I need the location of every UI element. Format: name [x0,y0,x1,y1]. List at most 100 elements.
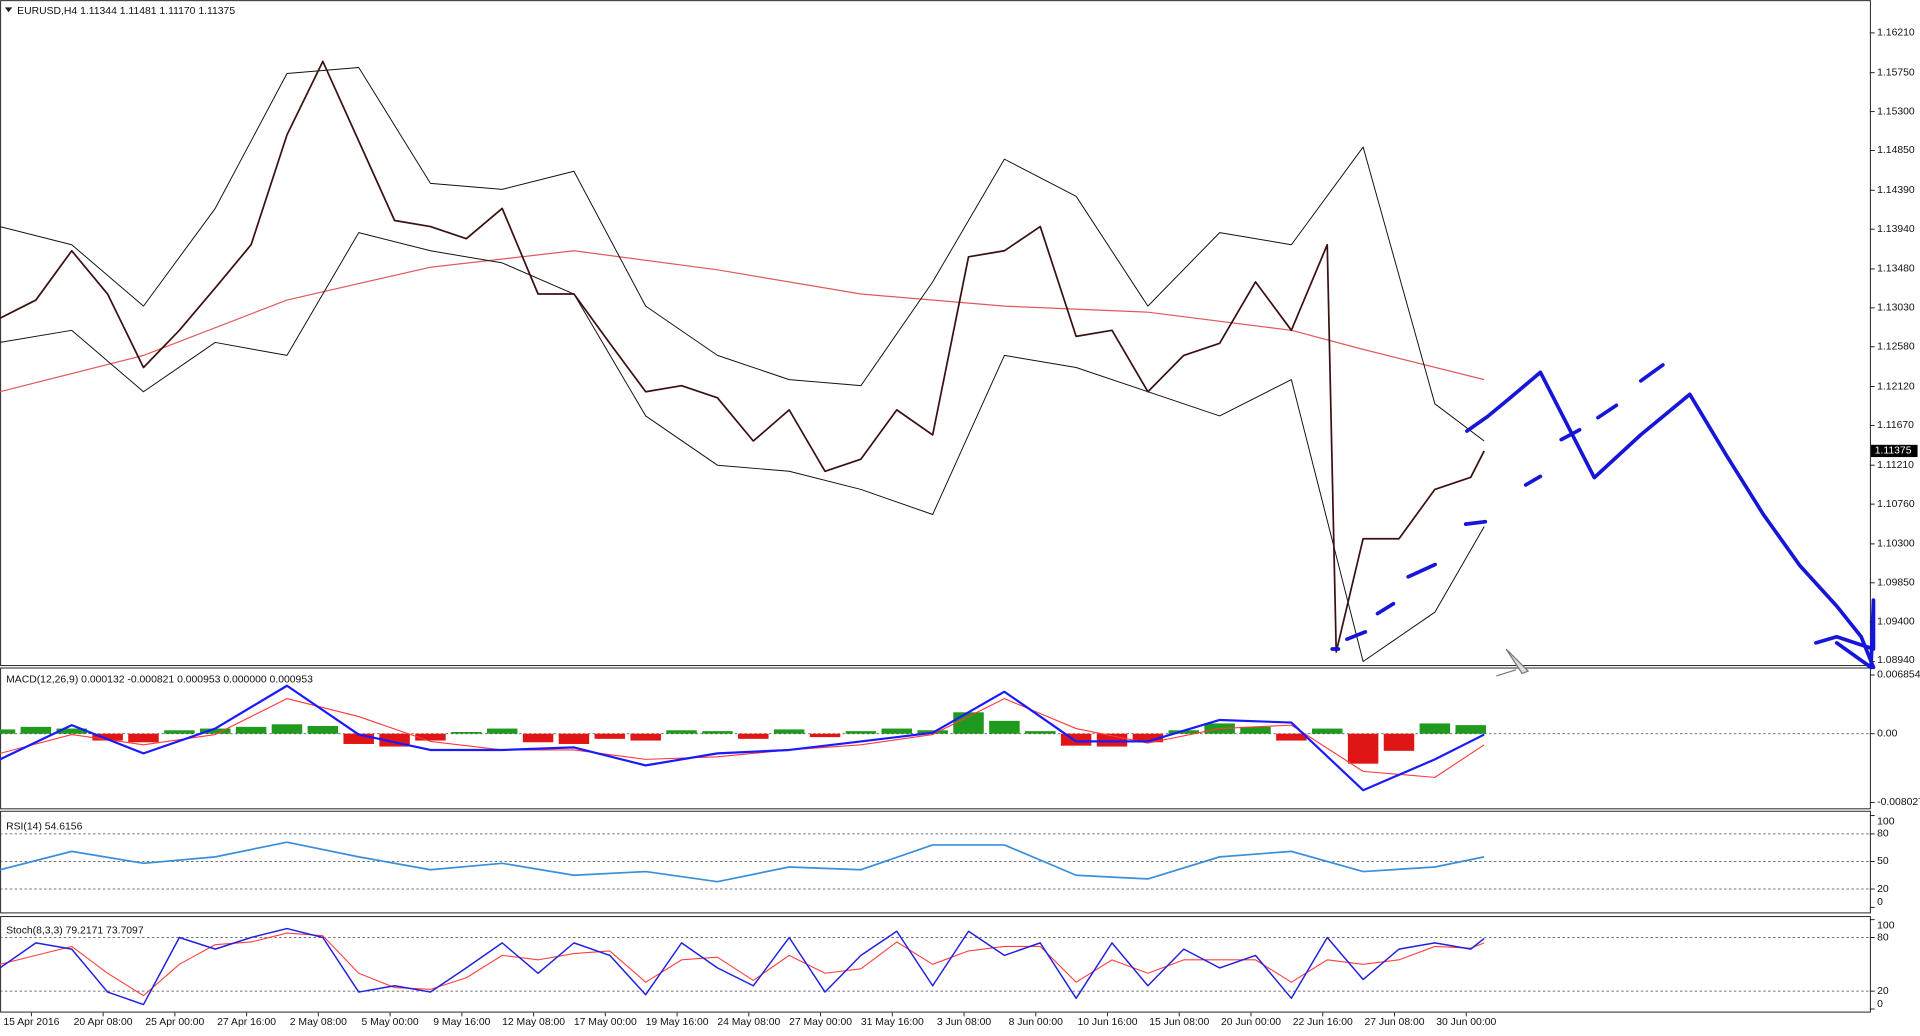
histogram-bar [1240,726,1271,734]
x-tick-label: 2 May 08:00 [290,1017,347,1028]
y-tick-label: 1.13480 [1877,264,1915,275]
histogram-bar [1347,733,1379,764]
y-tick-label: 80 [1877,932,1889,943]
x-tick-label: 19 May 16:00 [646,1017,709,1028]
y-tick-label: 1.10300 [1877,539,1915,550]
drawn-projection [1465,370,1876,670]
histogram-bar [486,728,518,734]
y-tick-label: 0.00 [1877,728,1897,739]
y-tick-label: -0.008027 [1877,797,1920,808]
x-tick-label: 25 Apr 00:00 [145,1017,204,1028]
last-price-label: 1.11375 [1875,446,1912,457]
x-tick-label: 27 May 00:00 [789,1017,852,1028]
y-tick-label: 100 [1877,816,1895,827]
x-tick-label: 17 May 00:00 [574,1017,637,1028]
x-tick-label: 15 Apr 2016 [3,1017,59,1028]
y-tick-label: 1.09850 [1877,578,1915,589]
series-line [0,684,1485,792]
y-tick-label: 1.11670 [1877,420,1914,431]
histogram-bar [1025,731,1056,734]
series-line [0,232,1485,662]
histogram-bar [1419,723,1451,734]
series-line [0,927,1485,1006]
histogram-bar [271,724,303,734]
y-tick-label: 1.10760 [1877,499,1915,510]
series-line [0,60,1485,653]
y-tick-label: 1.15300 [1877,106,1915,117]
histogram-bar [738,733,769,739]
collapse-arrow [4,7,13,13]
x-tick-label: 8 Jun 00:00 [1009,1017,1064,1028]
histogram-bar [845,731,877,734]
y-tick-label: 1.14390 [1877,185,1915,196]
series-line [0,932,1485,997]
hand-drawing [1330,363,1876,677]
series-line [0,698,1485,778]
x-tick-label: 27 Apr 16:00 [217,1017,276,1028]
histogram-bar [1276,733,1307,741]
y-tick-label: 20 [1877,986,1889,997]
histogram-bar [1132,733,1164,743]
histogram-bar [92,733,123,741]
x-tick-label: 30 Jun 00:00 [1436,1017,1496,1028]
histogram-bar [199,728,231,734]
x-tick-label: 20 Apr 08:00 [74,1017,133,1028]
histogram-bar [953,712,984,734]
series-line [0,250,1485,393]
panel-title: Stoch(8,3,3) 79.2171 73.7097 [6,925,144,936]
y-tick-label: 1.12580 [1877,342,1915,353]
pen-cursor [1496,648,1530,677]
histogram-bar [0,729,16,734]
y-tick-label: 1.12120 [1877,381,1915,392]
rsi-frame [0,810,1871,914]
histogram-bar [989,720,1020,734]
histogram-bar [809,733,841,738]
histogram-bar [773,729,805,734]
histogram-bar [1383,733,1415,751]
y-tick-label: 1.11210 [1877,460,1914,471]
y-tick-label: 0 [1877,999,1883,1010]
y-tick-label: 100 [1877,921,1895,932]
series-line [0,66,1485,442]
histogram-bar [415,733,446,741]
x-tick-label: 10 Jun 16:00 [1077,1017,1137,1028]
y-tick-label: 50 [1877,856,1889,867]
y-tick-label: 1.16210 [1877,28,1915,39]
panel-title: EURUSD,H4 1.11344 1.11481 1.11170 1.1137… [17,6,235,17]
x-tick-label: 3 Jun 08:00 [937,1017,992,1028]
series-line [0,841,1485,883]
histogram-bar [881,728,913,734]
x-tick-label: 24 May 08:00 [717,1017,780,1028]
histogram-bar [20,726,52,734]
x-tick-label: 9 May 16:00 [433,1017,490,1028]
drawn-target [1814,598,1876,670]
histogram-bar [522,733,554,743]
histogram-bar [1311,728,1343,734]
histogram-bar [702,731,733,734]
histogram-bar [128,733,159,743]
histogram-bar [594,733,626,739]
histogram-bar [630,733,661,741]
histogram-bar [558,733,590,744]
x-tick-label: 5 May 00:00 [362,1017,419,1028]
y-tick-label: 1.09400 [1877,616,1915,627]
y-tick-label: 20 [1877,884,1889,895]
y-tick-label: 0.006854 [1877,670,1920,681]
y-tick-label: 1.14850 [1877,145,1915,156]
histogram-bar [235,726,267,734]
histogram-bar [164,730,195,734]
x-tick-label: 12 May 08:00 [502,1017,565,1028]
histogram-bar [343,733,374,744]
histogram-bar [666,730,697,734]
y-tick-label: 0 [1877,897,1883,908]
y-tick-label: 1.15750 [1877,67,1915,78]
x-tick-label: 15 Jun 08:00 [1149,1017,1209,1028]
histogram-bar [1060,733,1092,746]
last-price-box [1871,444,1918,458]
histogram-bar [1168,730,1200,734]
x-tick-label: 31 May 16:00 [861,1017,924,1028]
histogram-bar [451,731,482,734]
